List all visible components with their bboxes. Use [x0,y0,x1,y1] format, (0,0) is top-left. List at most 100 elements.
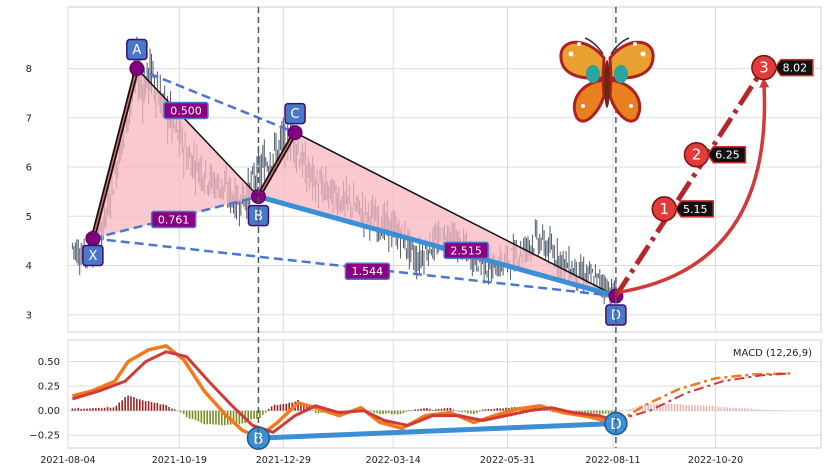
target-value-box [773,58,814,77]
bd-trend-line [257,194,617,299]
macd-hist-projection-bar [773,410,775,411]
macd-hist-projection-bar [705,405,708,411]
macd-hist-bar [408,410,411,411]
macd-hist-bar [388,410,390,414]
macd-hist-bar [440,408,443,411]
macd-ytick-label: 0.50 [38,357,60,368]
macd-hist-projection-bar [673,403,676,411]
macd-hist-bar [399,410,402,415]
macd-hist-projection-bar [626,409,629,411]
ratio-label-0.761: 0.761 [150,210,197,229]
macd-hist-bar [590,410,592,414]
macd-hist-bar [95,408,97,411]
target-1: 1 5.15 [651,196,714,222]
macd-hist-bar [484,409,487,411]
macd-hist-bar [528,407,531,411]
macd-hist-projection-bar [670,403,673,411]
macd-hist-bar [385,410,387,414]
pattern-label-text: B [254,209,263,224]
macd-hist-projection-bar [749,408,752,411]
macd-hist-bar [490,409,493,411]
macd-hist-bar [390,410,393,415]
targets-layer: 1 5.152 6.253 8.02 [613,54,814,298]
target-value: 5.15 [683,203,708,216]
macd-hist-bar [499,408,501,411]
macd-hist-bar [74,408,77,411]
macd-hist-bar [288,402,291,411]
ratio-label-2.515: 2.515 [443,241,489,260]
macd-hist-bar [396,410,399,415]
macd-hist-projection-bar [682,404,685,411]
macd-hist-projection-bar [691,405,693,411]
target-arrow [619,77,770,294]
macd-hist-projection-bar [738,408,740,411]
macd-hist-bar [270,406,273,411]
macd-hist-projection-bar [717,406,720,411]
macd-hist-bar [86,408,88,411]
macd-hist-bar [250,410,252,420]
macd-hist-bar [156,402,159,411]
ratio-label-1.544: 1.544 [344,262,391,280]
macd-hist-bar [232,410,235,424]
macd-hist-bar [200,410,203,423]
ratio-line-2 [92,237,617,298]
pattern-label-text: D [611,309,621,324]
macd-hist-bar [276,405,279,411]
macd-hist-bar [320,410,323,413]
macd-hist-projection-bar [653,403,655,411]
pattern-label-C: C [284,102,306,125]
macd-projection [615,372,791,425]
pattern-label-D: D [605,304,627,326]
macd-hist-bar [247,410,249,421]
macd-hist-bar [314,410,317,413]
macd-hist-bar [194,410,197,421]
macd-hist-bar [443,408,446,411]
macd-hist-bar [279,404,282,411]
target-3: 3 8.02 [751,54,814,81]
macd-hist-bar [303,404,305,411]
macd-hist-bar [610,410,613,414]
macd-hist-bar [124,397,126,411]
macd-hist-bar [607,410,610,414]
macd-hist-bar [197,410,200,422]
macd-hist-projection-bar [729,407,731,411]
pattern-label-B: B [247,204,270,227]
macd-hist-bar [593,410,595,413]
macd-hist-bar [221,410,223,426]
macd-hist-projection-bar [632,407,635,411]
macd-hist-bar [300,402,302,411]
macd-hist-bar [434,409,437,411]
pattern-label-box [126,38,148,61]
macd-hist-projection-bar [618,410,620,413]
macd-hist-bar [604,410,607,414]
x-tick-label: 2022-08-11 [585,455,640,466]
macd-hist-bar [508,407,510,411]
macd-hist-bar [601,410,604,415]
macd-hist-bar [188,410,191,419]
macd-hist-bar [546,410,548,411]
macd-hist-bar [218,410,220,425]
bcd-triangle [258,132,616,297]
macd-hist-bar [235,410,238,425]
macd-hist-bar [106,407,109,411]
macd-hist-bar [405,410,408,412]
macd-hist-bar [191,410,194,420]
ratio-label-text: 2.515 [450,244,482,257]
macd-hist-bar [376,410,378,414]
macd-hist-bar [71,408,74,411]
macd-hist-bar [209,410,211,425]
macd-hist-bar [206,410,208,425]
x-tick-label: 2021-10-19 [152,455,207,466]
macd-hist-projection-bar [764,409,767,411]
macd-lines: BD [71,344,791,450]
macd-hist-bar [411,410,414,411]
macd-hist-bar [144,401,147,411]
macd-hist-projection-bar [688,405,690,411]
macd-hist-bar [496,408,499,411]
macd-hist-bar [584,410,586,413]
macd-hist-bar [180,410,182,413]
macd-hist-bar [581,410,584,413]
target-value-box [706,145,747,164]
macd-hist-bar [461,410,463,413]
